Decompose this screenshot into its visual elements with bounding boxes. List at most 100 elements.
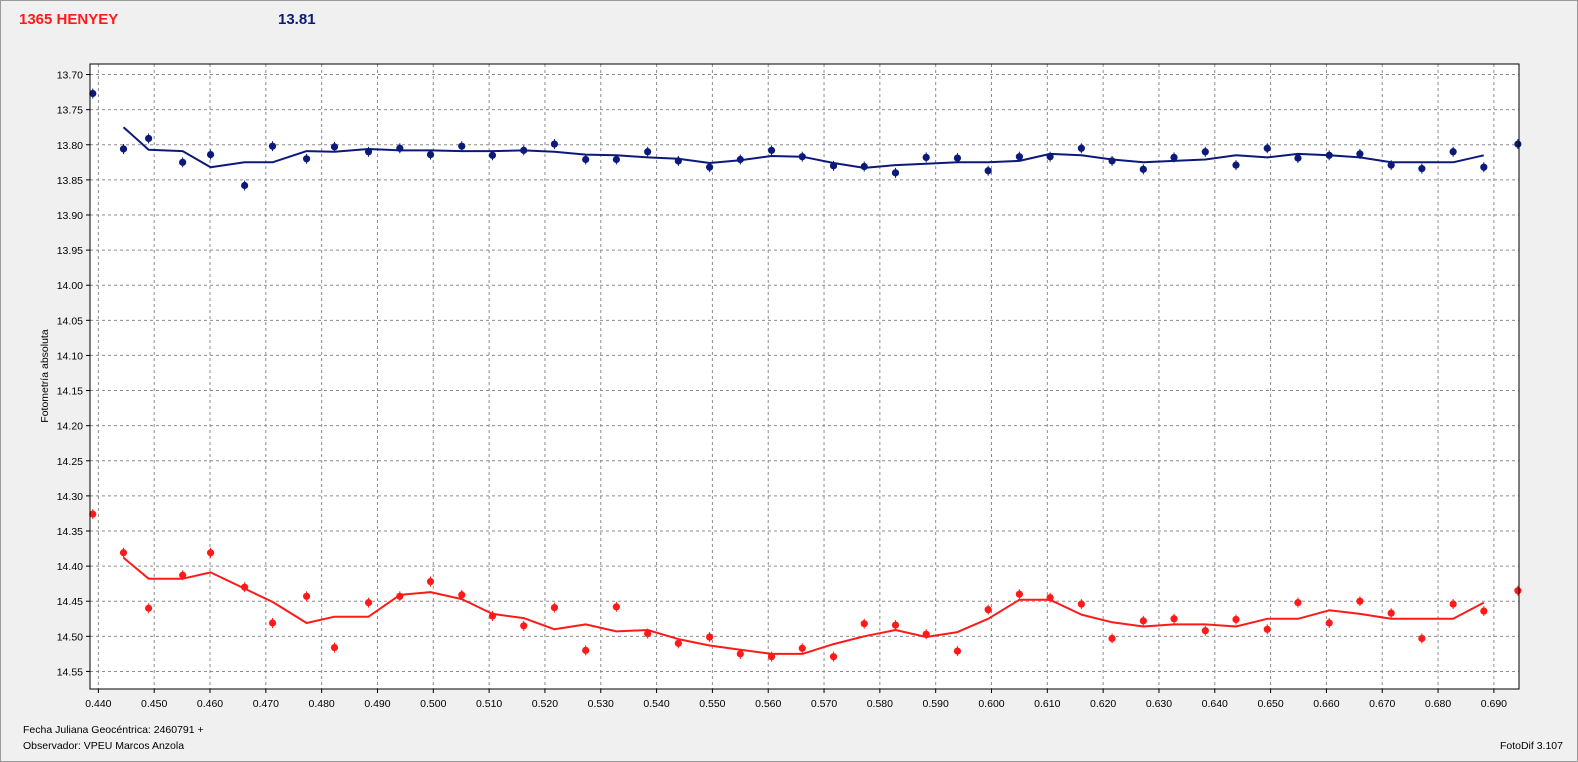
blue-data-point [302, 153, 311, 164]
point-marker [1418, 634, 1426, 643]
point-marker [1015, 590, 1024, 598]
red-data-point [1387, 608, 1395, 619]
y-tick-label: 13.75 [57, 105, 83, 117]
point-marker [674, 157, 682, 165]
y-axis-label: Fotometría absoluta [39, 329, 51, 423]
red-data-point [1263, 624, 1271, 635]
point-marker [1201, 627, 1209, 635]
point-marker [1356, 597, 1364, 605]
point-marker [1387, 609, 1395, 617]
red-data-point [644, 628, 652, 639]
point-marker [1294, 599, 1302, 607]
magnitude-value: 13.81 [278, 11, 316, 28]
blue-data-point [396, 143, 404, 154]
blue-data-point [550, 139, 559, 150]
point-marker [1418, 165, 1426, 173]
x-tick-label: 0.550 [699, 698, 725, 710]
point-marker [302, 155, 311, 163]
red-data-point [550, 602, 559, 613]
point-marker [396, 592, 404, 600]
point-marker [1480, 607, 1488, 615]
blue-data-point [1015, 151, 1024, 162]
point-marker [268, 619, 277, 627]
blue-data-point [798, 151, 806, 162]
x-tick-label: 0.610 [1034, 698, 1060, 710]
red-data-point [1356, 596, 1364, 607]
point-marker [798, 153, 806, 161]
y-tick-label: 14.15 [57, 386, 83, 398]
x-tick-label: 0.560 [755, 698, 781, 710]
red-data-point [302, 591, 311, 602]
point-marker [798, 644, 806, 652]
blue-data-point [1449, 146, 1457, 157]
point-marker [520, 146, 528, 154]
point-marker [1170, 615, 1178, 623]
red-data-point [922, 629, 930, 640]
red-data-point [206, 547, 215, 558]
red-data-point [426, 576, 435, 587]
x-tick-label: 0.470 [253, 698, 279, 710]
blue-data-point [1201, 146, 1209, 157]
red-data-point [829, 651, 838, 662]
red-data-point [1015, 589, 1024, 600]
data-points [89, 88, 1522, 662]
blue-data-point [488, 150, 497, 161]
red-data-point [1232, 614, 1240, 625]
red-data-point [1294, 597, 1302, 608]
point-marker [1046, 594, 1054, 602]
point-marker [426, 150, 435, 159]
blue-data-point [674, 155, 682, 166]
y-tick-label: 13.95 [57, 245, 83, 257]
point-marker [145, 134, 153, 143]
blue-data-point [984, 165, 992, 176]
point-marker [1449, 148, 1457, 156]
point-marker [1232, 615, 1240, 624]
point-marker [860, 620, 868, 628]
blue-data-point [612, 154, 620, 165]
red-data-point [1480, 606, 1488, 617]
blue-data-point [922, 152, 930, 163]
y-tick-label: 13.85 [57, 175, 83, 187]
red-data-point [179, 570, 187, 581]
x-tick-label: 0.520 [532, 698, 558, 710]
point-marker [1325, 151, 1333, 159]
y-tick-label: 14.20 [57, 421, 83, 433]
red-data-point [364, 597, 373, 608]
point-marker [829, 162, 838, 170]
point-marker [1325, 619, 1333, 627]
blue-data-point [1263, 143, 1271, 154]
point-marker [206, 549, 215, 557]
point-marker [953, 647, 962, 655]
y-tick-label: 14.40 [57, 561, 83, 573]
point-marker [612, 155, 620, 164]
point-marker [1201, 148, 1209, 156]
point-marker [179, 571, 187, 579]
point-marker [520, 622, 528, 630]
point-marker [1514, 587, 1522, 595]
blue-data-point [206, 149, 215, 160]
red-data-point [520, 620, 528, 631]
blue-data-point [119, 143, 128, 154]
point-marker [241, 583, 249, 591]
blue-data-point [426, 149, 435, 160]
y-tick-label: 14.30 [57, 491, 83, 503]
red-data-point [241, 582, 249, 593]
point-marker [736, 650, 744, 658]
x-tick-label: 0.660 [1313, 698, 1339, 710]
y-tick-label: 14.00 [57, 280, 83, 292]
grid-lines [90, 64, 1519, 689]
x-tick-label: 0.650 [1257, 698, 1283, 710]
point-marker [396, 144, 404, 152]
blue-data-point [179, 157, 187, 168]
x-axis-ticks: 0.440 0.450 0.460 0.470 0.480 0.490 0.500 0.510… [85, 689, 1507, 710]
point-marker [1046, 153, 1054, 161]
point-marker [736, 155, 744, 164]
y-tick-label: 14.25 [57, 456, 83, 468]
point-marker [179, 158, 187, 166]
point-marker [860, 162, 868, 171]
red-trend-line [122, 556, 1485, 655]
point-marker [1015, 153, 1024, 161]
y-tick-label: 13.90 [57, 210, 83, 222]
point-marker [1077, 144, 1085, 152]
point-marker [1139, 617, 1147, 625]
